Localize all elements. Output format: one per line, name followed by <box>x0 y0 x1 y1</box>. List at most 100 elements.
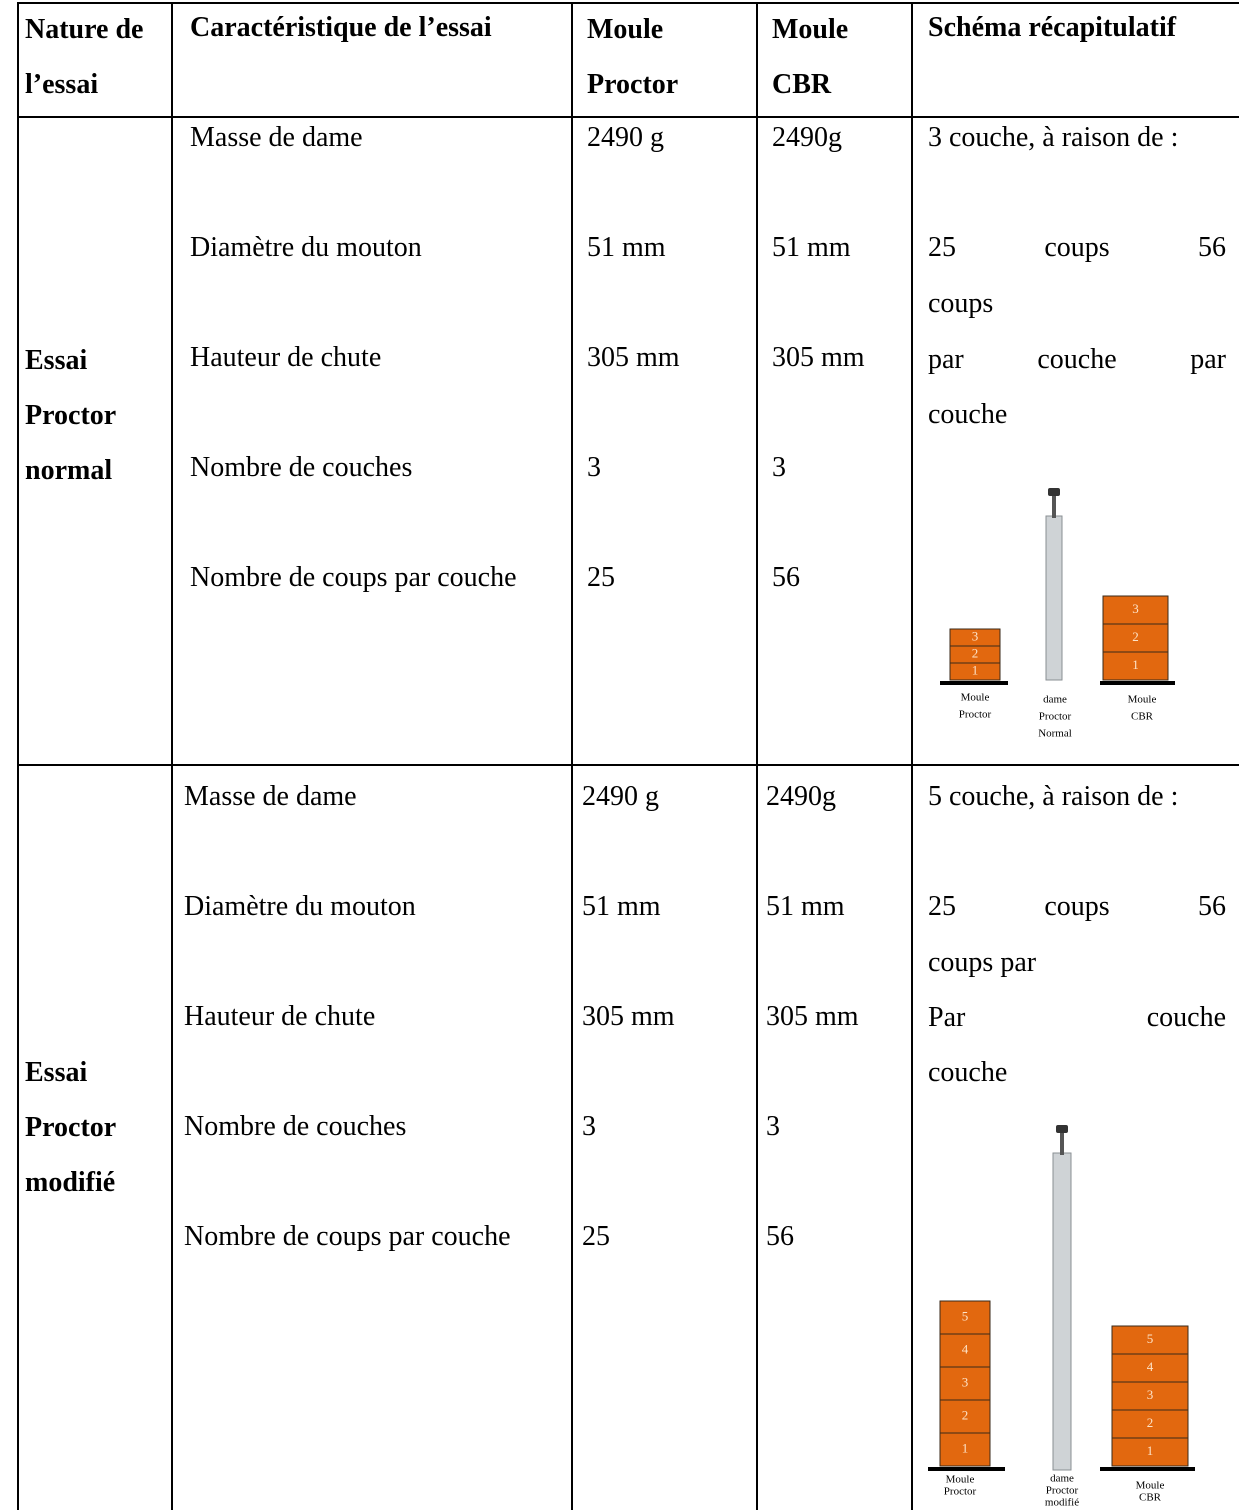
characteristic-cell: Masse de dame <box>184 781 357 812</box>
rammer-handle <box>1056 1125 1068 1133</box>
rammer-shaft <box>1060 1131 1064 1155</box>
diagram-label: Proctor <box>944 1486 977 1498</box>
layer-number: 1 <box>972 662 979 677</box>
rule <box>18 764 1239 766</box>
diagram-label: CBR <box>1131 711 1154 723</box>
value-cell: 305 mm <box>772 342 865 373</box>
diagram-label: Normal <box>1038 728 1072 740</box>
rammer-handle <box>1048 488 1060 496</box>
header-cell: Moule CBR <box>772 14 849 100</box>
layer-number: 2 <box>1147 1415 1154 1430</box>
characteristic-cell: Nombre de coups par couche <box>190 562 517 593</box>
value-cell: 3 <box>582 1111 596 1142</box>
diagram-label: Moule <box>1136 1480 1165 1492</box>
value-cell: 51 mm <box>766 891 845 922</box>
cbr-layer <box>1111 1437 1189 1467</box>
schema-text: 3 couche, à raison de : <box>928 122 1179 153</box>
diagram-label: Moule <box>946 1474 975 1486</box>
layer-number: 1 <box>1147 1443 1154 1458</box>
cbr-layer <box>1111 1353 1189 1383</box>
value-cell: 51 mm <box>587 232 666 263</box>
cbr-layer <box>1102 595 1169 625</box>
diagram-label: Proctor <box>959 709 992 721</box>
rammer-rod <box>1045 515 1063 681</box>
rule <box>171 2 173 1510</box>
characteristic-cell: Nombre de coups par couche <box>184 1221 511 1252</box>
characteristic-cell: Hauteur de chute <box>184 1001 376 1032</box>
diagram-label: Moule <box>961 692 990 704</box>
value-cell: 51 mm <box>772 232 851 263</box>
value-cell: 51 mm <box>582 891 661 922</box>
value-cell: 56 <box>772 562 800 593</box>
value-cell: 25 <box>587 562 615 593</box>
layer-number: 1 <box>962 1440 969 1455</box>
rammer-rod <box>1052 1152 1072 1471</box>
diagram-label: Proctor <box>1046 1485 1079 1497</box>
schema-text: coups par <box>928 947 1037 978</box>
rule <box>911 2 913 1510</box>
diagram-label: Moule <box>1128 694 1157 706</box>
proctor-layer <box>939 1300 991 1335</box>
layer-number: 3 <box>962 1374 969 1389</box>
value-cell: 2490g <box>772 122 842 153</box>
schema-text: couche <box>928 1057 1008 1088</box>
value-cell: 56 <box>766 1221 794 1252</box>
value-cell: 2490g <box>766 781 836 812</box>
characteristic-cell: Nombre de couches <box>190 452 413 483</box>
layer-number: 3 <box>1147 1387 1154 1402</box>
diagram-label: dame <box>1050 1473 1074 1485</box>
proctor-layer <box>939 1432 991 1467</box>
header-cell: Nature de l’essai <box>25 14 144 100</box>
layer-number: 5 <box>1147 1331 1154 1346</box>
layer-number: 3 <box>1132 601 1139 616</box>
rule <box>18 2 1239 4</box>
characteristic-cell: Diamètre du mouton <box>184 891 416 922</box>
layer-number: 2 <box>1132 629 1139 644</box>
schema-text: par couche par <box>928 344 1226 375</box>
cbr-layer <box>1102 651 1169 681</box>
header-cell: Schéma récapitulatif <box>928 12 1177 43</box>
characteristic-cell: Masse de dame <box>190 122 363 153</box>
value-cell: 305 mm <box>766 1001 859 1032</box>
rule <box>18 116 1239 118</box>
schema-text: Par couche <box>928 1002 1226 1033</box>
diagram-label: modifié <box>1045 1497 1079 1509</box>
layer-number: 1 <box>1132 657 1139 672</box>
diagram-label: Proctor <box>1039 711 1072 723</box>
rule <box>17 2 19 1510</box>
schema-text: couche <box>928 399 1008 430</box>
schema-text: 5 couche, à raison de : <box>928 781 1179 812</box>
proctor-layer <box>939 1333 991 1368</box>
cbr-layer <box>1111 1381 1189 1411</box>
value-cell: 3 <box>766 1111 780 1142</box>
schema-text: 25 coups 56 <box>928 891 1226 922</box>
header-cell: Moule Proctor <box>587 14 679 100</box>
rammer-shaft <box>1052 494 1056 518</box>
layer-number: 5 <box>962 1308 969 1323</box>
value-cell: 305 mm <box>587 342 680 373</box>
layer-number: 2 <box>972 645 979 660</box>
cbr-layer <box>1111 1325 1189 1355</box>
nature-cell: Essai Proctor normal <box>25 345 116 486</box>
value-cell: 25 <box>582 1221 610 1252</box>
layer-number: 4 <box>962 1341 969 1356</box>
proctor-layer <box>939 1399 991 1434</box>
proctor-layer <box>949 628 1001 647</box>
characteristic-cell: Nombre de couches <box>184 1111 407 1142</box>
rule <box>756 2 758 1510</box>
characteristic-cell: Hauteur de chute <box>190 342 382 373</box>
value-cell: 305 mm <box>582 1001 675 1032</box>
layer-number: 4 <box>1147 1359 1154 1374</box>
schema-text: coups <box>928 288 994 319</box>
nature-cell: Essai Proctor modifié <box>25 1057 116 1198</box>
diagram-label: CBR <box>1139 1492 1162 1504</box>
characteristic-cell: Diamètre du mouton <box>190 232 422 263</box>
value-cell: 2490 g <box>587 122 664 153</box>
diagram-label: dame <box>1043 694 1067 706</box>
header-cell: Caractéristique de l’essai <box>190 12 492 43</box>
rule <box>571 2 573 1510</box>
layer-number: 2 <box>962 1407 969 1422</box>
layer-number: 3 <box>972 628 979 643</box>
